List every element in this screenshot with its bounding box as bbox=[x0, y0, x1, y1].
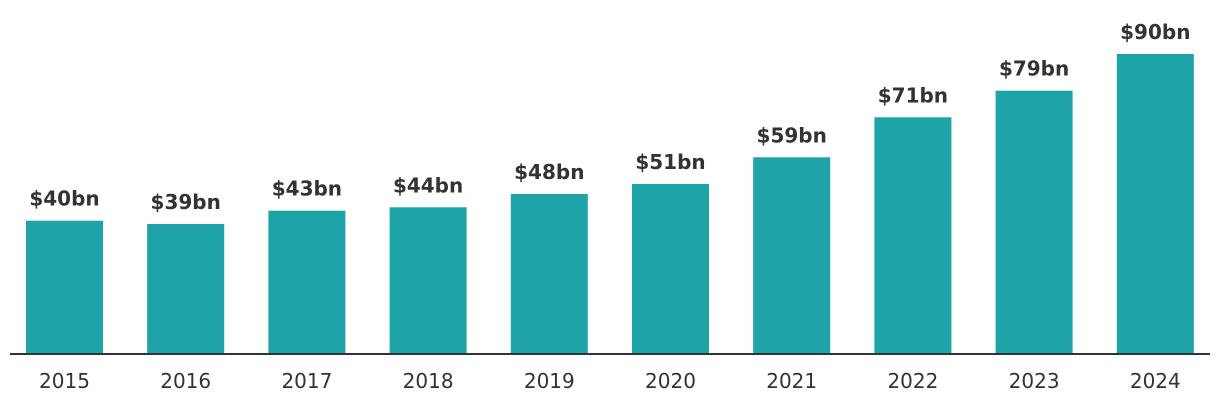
tick-label-2016: 2016 bbox=[160, 369, 211, 393]
value-label-2019: $48bn bbox=[514, 160, 584, 184]
value-label-2023: $79bn bbox=[999, 57, 1069, 81]
bar-2019 bbox=[510, 194, 588, 354]
value-label-2015: $40bn bbox=[29, 187, 99, 211]
tick-label-2024: 2024 bbox=[1130, 369, 1181, 393]
bar-2017 bbox=[268, 210, 346, 354]
tick-label-2019: 2019 bbox=[524, 369, 575, 393]
bar-2023 bbox=[995, 90, 1073, 354]
tick-label-2023: 2023 bbox=[1009, 369, 1060, 393]
bar-2022 bbox=[874, 117, 952, 354]
value-labels-layer: $40bn $39bn $43bn $44bn $48bn $51bn $59bn $71bn… bbox=[29, 20, 1190, 214]
tick-label-2015: 2015 bbox=[39, 369, 90, 393]
value-label-2021: $59bn bbox=[757, 123, 827, 147]
bar-2021 bbox=[753, 157, 831, 354]
tick-label-2018: 2018 bbox=[403, 369, 454, 393]
tick-label-2020: 2020 bbox=[645, 369, 696, 393]
bar-2024 bbox=[1116, 54, 1194, 354]
bar-2020 bbox=[632, 184, 709, 354]
tick-label-2021: 2021 bbox=[766, 369, 817, 393]
bar-2015 bbox=[26, 220, 103, 354]
value-label-2018: $44bn bbox=[393, 173, 463, 197]
bar-2018 bbox=[389, 207, 467, 354]
tick-label-2017: 2017 bbox=[281, 369, 332, 393]
value-label-2016: $39bn bbox=[151, 190, 221, 214]
bar-2016 bbox=[147, 224, 225, 354]
value-label-2017: $43bn bbox=[272, 177, 342, 201]
bars-layer bbox=[26, 54, 1194, 354]
tick-label-2022: 2022 bbox=[887, 369, 938, 393]
x-axis-tick-labels: 2015 2016 2017 2018 2019 2020 2021 2022 2023 2024 bbox=[39, 369, 1181, 393]
value-label-2024: $90bn bbox=[1120, 20, 1190, 44]
value-label-2022: $71bn bbox=[878, 83, 948, 107]
value-label-2020: $51bn bbox=[635, 150, 705, 174]
